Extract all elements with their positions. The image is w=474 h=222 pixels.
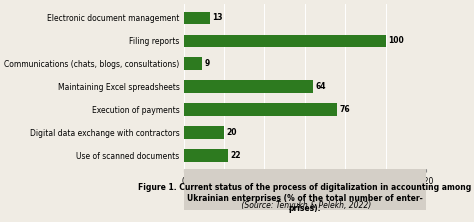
Text: 22: 22 [230,151,241,160]
Bar [183,126,224,139]
Bar [183,12,210,24]
Text: 64: 64 [315,82,326,91]
Text: 13: 13 [212,14,223,22]
Text: 20: 20 [227,128,237,137]
Text: 100: 100 [388,36,404,45]
Bar [183,57,202,70]
Text: 76: 76 [339,105,350,114]
Text: Figure 1. Current status of the process of digitalization in accounting among Uk: Figure 1. Current status of the process … [138,183,472,213]
Bar [183,80,313,93]
Text: 9: 9 [204,59,210,68]
Bar [183,103,337,116]
Text: (Source: Tenyukh & Pelekh, 2022): (Source: Tenyukh & Pelekh, 2022) [239,201,371,210]
Bar [183,149,228,162]
Bar [183,35,386,47]
